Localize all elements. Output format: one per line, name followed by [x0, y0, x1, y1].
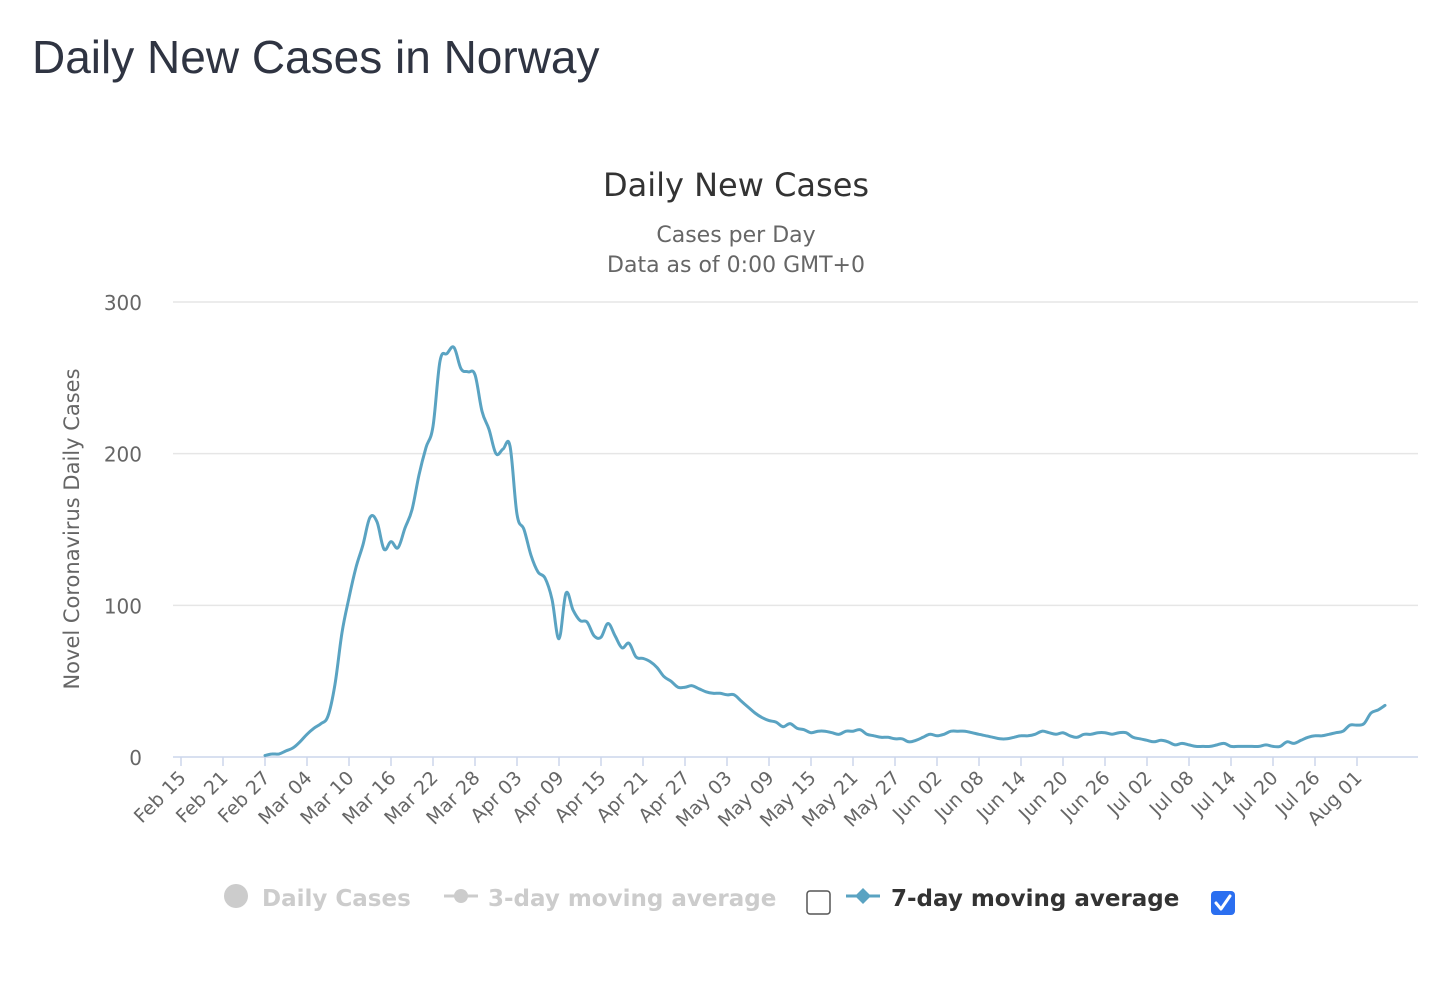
circle-icon [224, 884, 248, 908]
x-tick-label: Jul 14 [1187, 767, 1241, 821]
y-tick-label: 300 [104, 291, 142, 315]
chart-title: Daily New Cases [603, 166, 869, 204]
x-tick-label: Jul 08 [1145, 767, 1199, 821]
y-axis-ticks: 0 100 200 300 [104, 291, 142, 770]
circle-icon [454, 889, 468, 903]
legend-item-3-day-moving-average[interactable]: 3-day moving average [444, 886, 776, 912]
series-layer [263, 345, 1387, 757]
legend-label: 3-day moving average [488, 886, 776, 912]
diamond-icon [855, 888, 871, 904]
checkbox-3-day-moving-average[interactable] [806, 890, 831, 915]
series-line-7-day-moving-average [263, 345, 1387, 757]
legend-label: 7-day moving average [891, 886, 1179, 912]
checkbox-7-day-moving-average[interactable] [1211, 891, 1235, 915]
legend-item-daily-cases[interactable]: Daily Cases [224, 884, 411, 912]
legend-label: Daily Cases [262, 886, 411, 912]
y-tick-label: 200 [104, 443, 142, 467]
legend-item-7-day-moving-average[interactable]: 7-day moving average [846, 886, 1179, 912]
y-tick-label: 100 [104, 594, 142, 618]
gridlines [173, 301, 1418, 758]
x-tick-label: Jul 20 [1229, 767, 1283, 821]
page-title: Daily New Cases in Norway [32, 31, 600, 83]
legend: Daily Cases 3-day moving average 7-day mov… [224, 884, 1235, 915]
y-tick-label: 0 [129, 746, 142, 770]
chart-subtitle-line-2: Data as of 0:00 GMT+0 [607, 253, 865, 278]
checkmark-icon [1214, 894, 1232, 911]
y-axis-title: Novel Coronavirus Daily Cases [60, 368, 84, 689]
chart-subtitle-line-1: Cases per Day [656, 223, 815, 248]
x-tick-label: Jul 02 [1103, 767, 1157, 821]
